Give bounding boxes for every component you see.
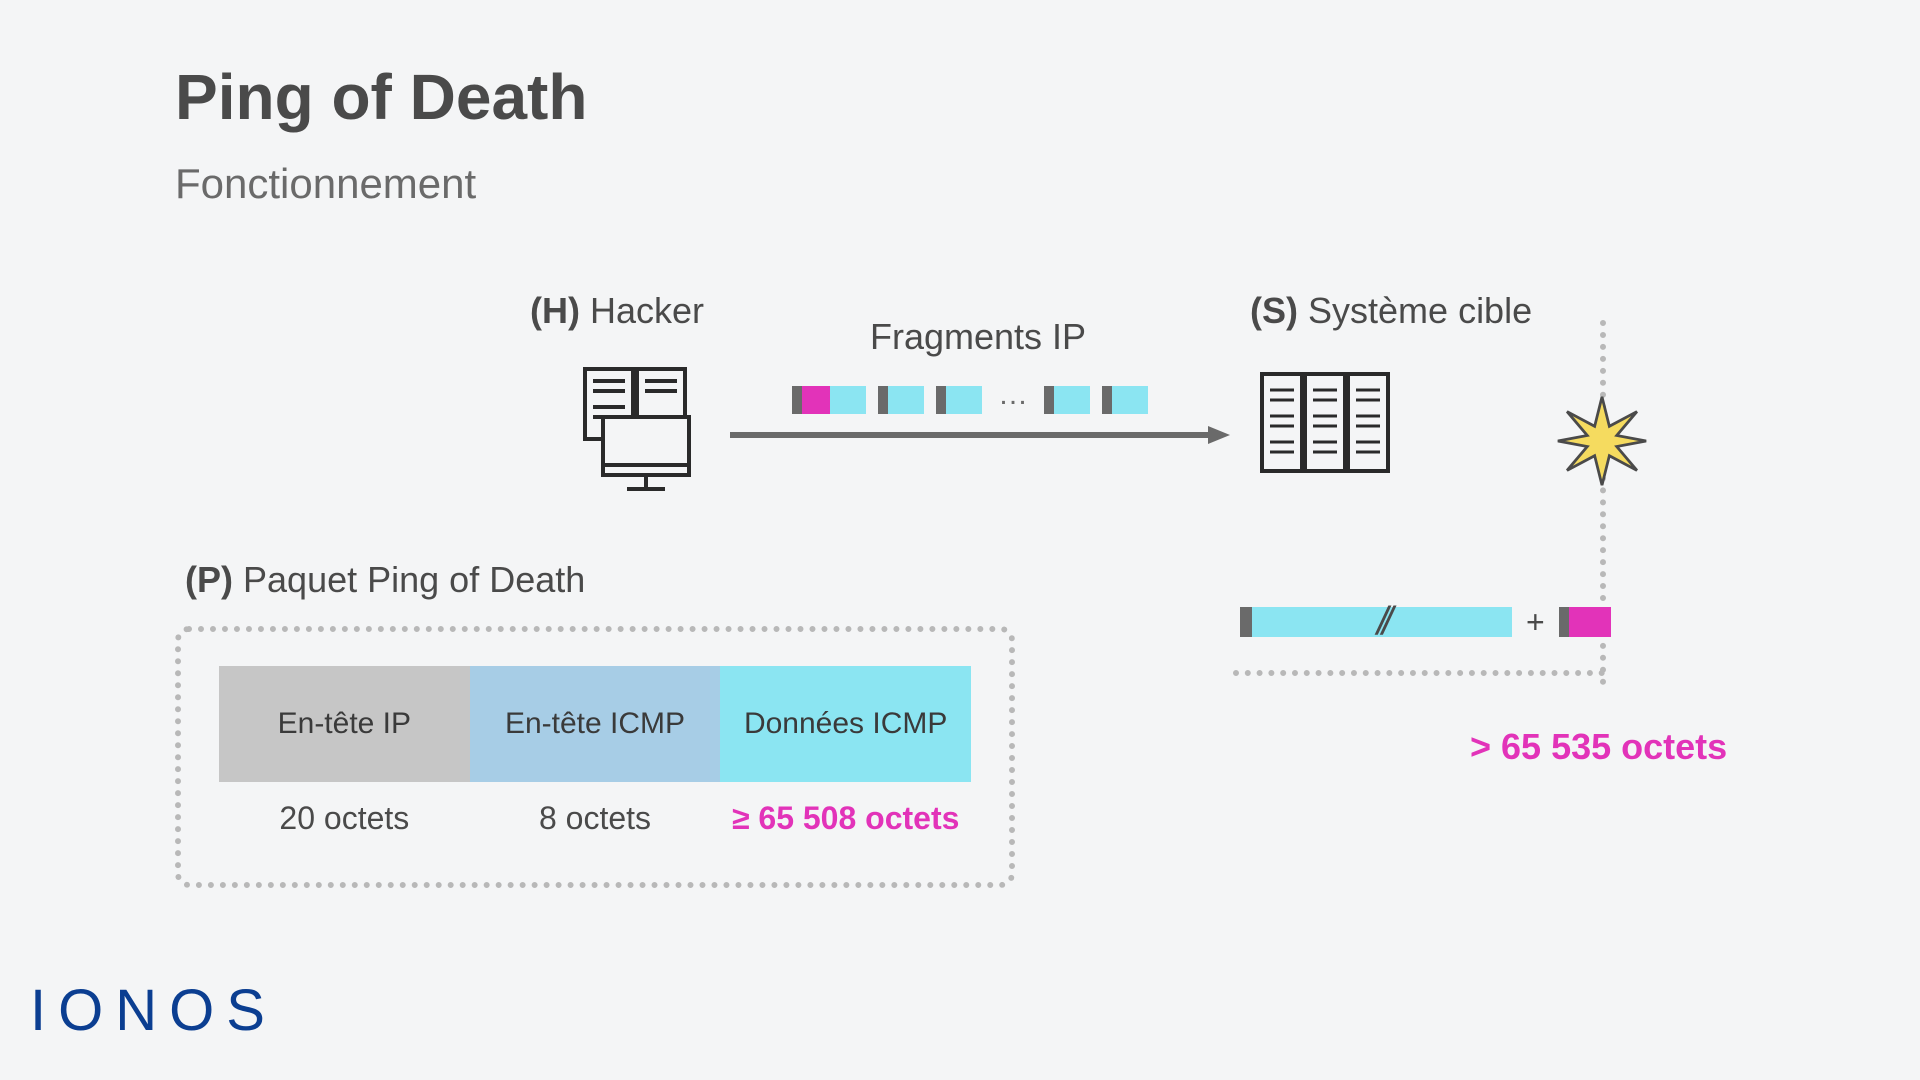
packet-label-text: Paquet Ping of Death — [243, 559, 585, 600]
fragments-row: … — [792, 378, 1148, 422]
hacker-label: (H) Hacker — [530, 290, 704, 332]
fragment — [1102, 386, 1148, 414]
packet-box: En-tête IP En-tête ICMP Données ICMP 20 … — [175, 626, 1015, 888]
hacker-marker: (H) — [530, 290, 580, 331]
packet-val-icmp: 8 octets — [470, 800, 721, 837]
overflow-bar-header — [1240, 607, 1252, 637]
packet-label: (P) Paquet Ping of Death — [185, 559, 585, 601]
overflow-dotted-line — [1233, 670, 1605, 676]
packet-val-data: ≥ 65 508 octets — [720, 800, 971, 837]
packet-cell-ip: En-tête IP — [219, 666, 470, 782]
fragment — [1044, 386, 1090, 414]
overflow-size-label: > 65 535 octets — [1470, 726, 1727, 768]
packet-cell-data: Données ICMP — [720, 666, 971, 782]
packet-marker: (P) — [185, 559, 233, 600]
page-title: Ping of Death — [175, 60, 587, 134]
packet-cells-row: En-tête IP En-tête ICMP Données ICMP — [219, 666, 971, 782]
page-subtitle: Fonctionnement — [175, 160, 476, 208]
target-marker: (S) — [1250, 290, 1298, 331]
overflow-plus-icon: + — [1512, 604, 1559, 641]
overflow-bar-extra — [1559, 607, 1611, 637]
packet-cell-icmp: En-tête ICMP — [470, 666, 721, 782]
overflow-bar-body: // — [1252, 607, 1512, 637]
arrow-icon — [730, 425, 1230, 445]
fragment-ellipsis: … — [994, 378, 1032, 422]
fragment — [878, 386, 924, 414]
truncation-slashes-icon: // — [1377, 600, 1387, 645]
target-label-text: Système cible — [1308, 290, 1532, 331]
ionos-logo: IONOS — [30, 977, 277, 1044]
overflow-bar: // + — [1240, 607, 1611, 637]
target-label: (S) Système cible — [1250, 290, 1532, 332]
packet-val-ip: 20 octets — [219, 800, 470, 837]
fragments-label: Fragments IP — [870, 316, 1086, 358]
fragment-first — [792, 386, 866, 414]
hacker-label-text: Hacker — [590, 290, 704, 331]
server-icon — [1258, 370, 1393, 475]
packet-values-row: 20 octets 8 octets ≥ 65 508 octets — [219, 800, 971, 837]
fragment — [936, 386, 982, 414]
explosion-star-icon — [1556, 395, 1648, 487]
hacker-icon — [575, 365, 705, 495]
